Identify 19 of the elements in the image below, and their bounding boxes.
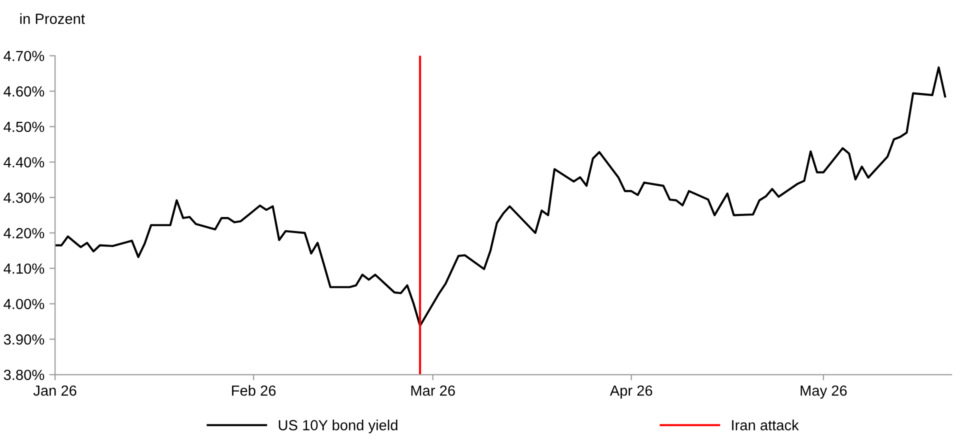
line-series: [55, 66, 946, 327]
y-tick-label: 4.60%: [4, 86, 44, 97]
legend-label: US 10Y bond yield: [278, 420, 398, 434]
y-tick-label: 4.30%: [4, 192, 44, 203]
y-tick-label: 4.70%: [4, 50, 44, 62]
x-tick-label: May 26: [800, 385, 847, 399]
x-tick-label: Mar 26: [411, 385, 455, 396]
y-tick-label: 4.20%: [4, 228, 44, 238]
x-tick-label: Feb 26: [232, 385, 276, 396]
y-tick-label: 4.10%: [4, 263, 44, 274]
y-tick-label: 4.40%: [4, 157, 44, 168]
x-tick-label: Apr 26: [610, 385, 652, 399]
y-tick-label: 3.90%: [4, 334, 44, 345]
y-axis-title: in Prozent: [20, 13, 85, 24]
legend-label: Iran attack: [732, 420, 799, 430]
x-tick-label: Jan 26: [33, 385, 76, 396]
y-tick-label: 4.00%: [4, 298, 44, 310]
y-tick-label: 4.50%: [4, 122, 44, 132]
y-tick-label: 3.80%: [4, 370, 44, 380]
